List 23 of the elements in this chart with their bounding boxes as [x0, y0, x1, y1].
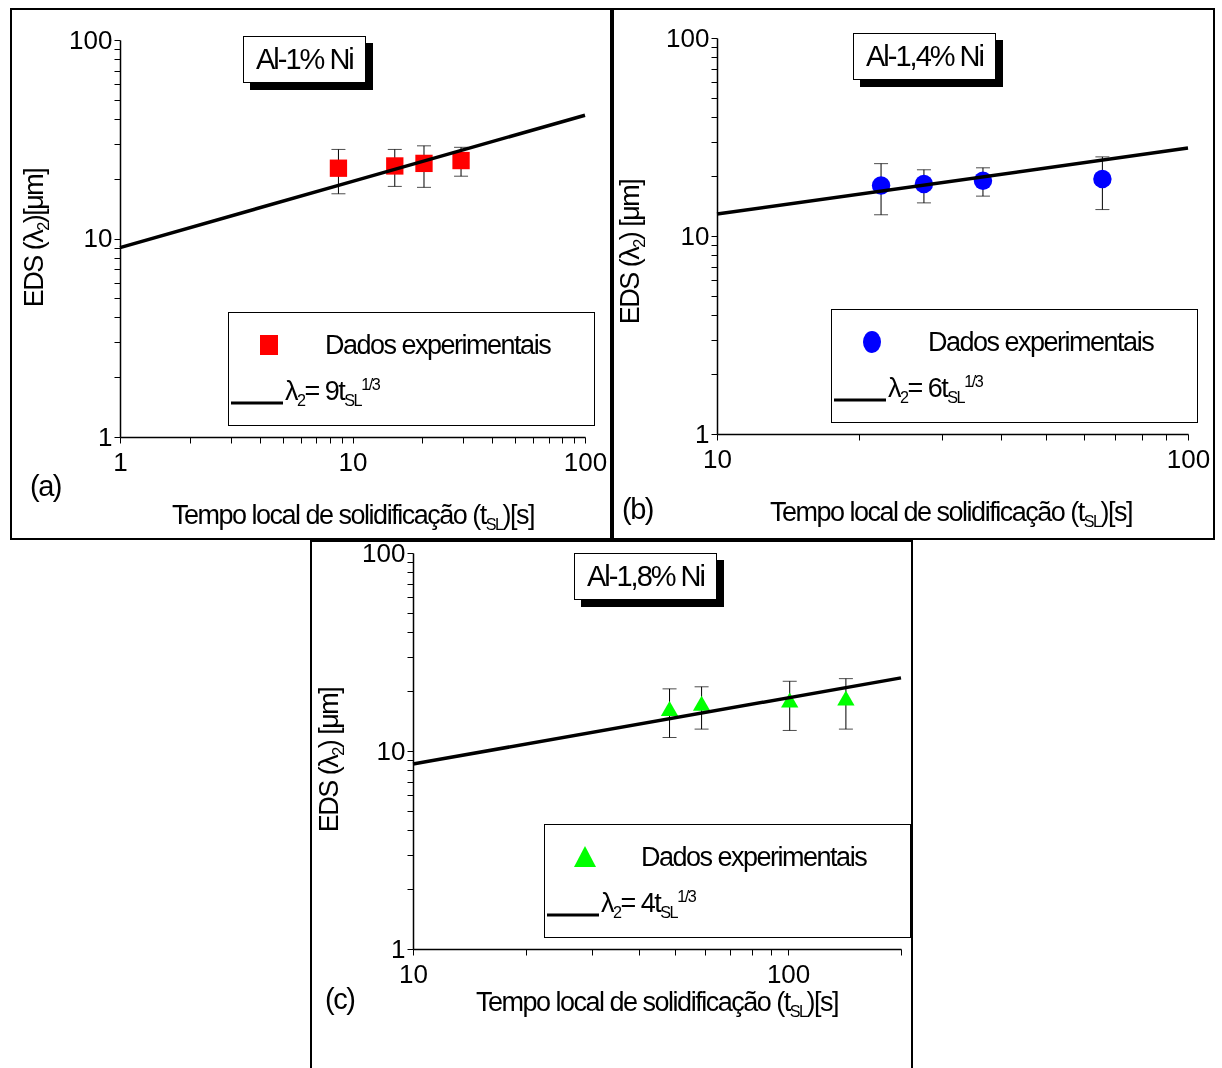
- annotation: Al-1,8% Ni: [574, 553, 717, 600]
- y-tick-label: 10: [376, 735, 406, 766]
- y-tick-label: 1: [391, 933, 406, 964]
- y-tick-label: 1: [98, 421, 113, 452]
- annotation: Al-1% Ni: [243, 36, 366, 83]
- legend-label: Dados experimentais: [641, 841, 867, 873]
- x-axis-title: Tempo local de solidificação (t$_{SL}$)[s]: [476, 987, 838, 1022]
- text: (c): [325, 983, 355, 1016]
- text: (a): [30, 470, 61, 503]
- annotation: Al-1,4% Ni: [853, 33, 996, 80]
- legend-label: Dados experimentais: [325, 329, 551, 361]
- y-tick-label: 100: [69, 24, 113, 55]
- x-axis-title: Tempo local de solidificação (t$_{SL}$)[s]: [770, 497, 1132, 532]
- x-tick-label: 10: [338, 446, 368, 477]
- x-tick-label: 100: [563, 446, 608, 477]
- legend-label: Dados experimentais: [928, 326, 1154, 358]
- x-tick-label: 100: [1166, 443, 1211, 474]
- y-tick-label: 10: [83, 223, 113, 253]
- y-tick-label: 100: [362, 537, 406, 568]
- y-tick-label: 10: [680, 220, 710, 251]
- x-axis-title: Tempo local de solidificação (t$_{SL}$)[s]: [172, 500, 534, 535]
- text: (b): [622, 493, 653, 526]
- y-tick-label: 100: [666, 22, 710, 53]
